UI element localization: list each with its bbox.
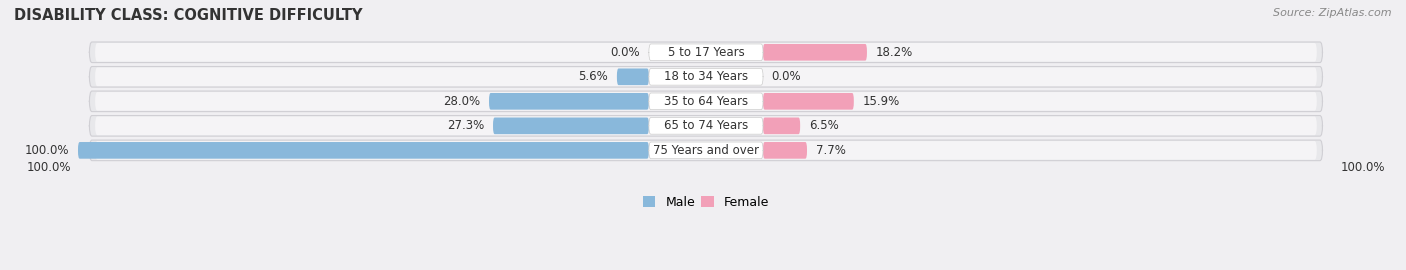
- FancyBboxPatch shape: [648, 44, 763, 61]
- FancyBboxPatch shape: [77, 142, 648, 159]
- Text: 0.0%: 0.0%: [610, 46, 640, 59]
- FancyBboxPatch shape: [90, 116, 1323, 136]
- FancyBboxPatch shape: [763, 44, 868, 61]
- FancyBboxPatch shape: [648, 93, 763, 110]
- Text: 35 to 64 Years: 35 to 64 Years: [664, 95, 748, 108]
- FancyBboxPatch shape: [763, 117, 800, 134]
- Text: 15.9%: 15.9%: [862, 95, 900, 108]
- Text: 7.7%: 7.7%: [815, 144, 845, 157]
- FancyBboxPatch shape: [90, 91, 1323, 112]
- FancyBboxPatch shape: [90, 42, 1323, 63]
- FancyBboxPatch shape: [617, 69, 648, 85]
- FancyBboxPatch shape: [96, 92, 1317, 111]
- FancyBboxPatch shape: [763, 142, 807, 159]
- Text: 28.0%: 28.0%: [443, 95, 481, 108]
- Text: 100.0%: 100.0%: [1341, 161, 1385, 174]
- FancyBboxPatch shape: [96, 141, 1317, 160]
- Text: 6.5%: 6.5%: [808, 119, 838, 132]
- Text: 75 Years and over: 75 Years and over: [652, 144, 759, 157]
- FancyBboxPatch shape: [648, 69, 763, 85]
- FancyBboxPatch shape: [648, 142, 763, 159]
- Text: DISABILITY CLASS: COGNITIVE DIFFICULTY: DISABILITY CLASS: COGNITIVE DIFFICULTY: [14, 8, 363, 23]
- Text: 5 to 17 Years: 5 to 17 Years: [668, 46, 744, 59]
- Text: 0.0%: 0.0%: [772, 70, 801, 83]
- Text: 100.0%: 100.0%: [27, 161, 72, 174]
- FancyBboxPatch shape: [96, 68, 1317, 86]
- Text: 18 to 34 Years: 18 to 34 Years: [664, 70, 748, 83]
- Text: 100.0%: 100.0%: [25, 144, 69, 157]
- Text: 18.2%: 18.2%: [876, 46, 912, 59]
- Text: 65 to 74 Years: 65 to 74 Years: [664, 119, 748, 132]
- Text: 5.6%: 5.6%: [579, 70, 609, 83]
- FancyBboxPatch shape: [648, 117, 763, 134]
- FancyBboxPatch shape: [489, 93, 648, 110]
- FancyBboxPatch shape: [763, 93, 853, 110]
- FancyBboxPatch shape: [494, 117, 648, 134]
- FancyBboxPatch shape: [90, 66, 1323, 87]
- Legend: Male, Female: Male, Female: [638, 191, 775, 214]
- Text: 27.3%: 27.3%: [447, 119, 485, 132]
- FancyBboxPatch shape: [96, 117, 1317, 135]
- Text: Source: ZipAtlas.com: Source: ZipAtlas.com: [1274, 8, 1392, 18]
- FancyBboxPatch shape: [96, 43, 1317, 62]
- FancyBboxPatch shape: [90, 140, 1323, 161]
